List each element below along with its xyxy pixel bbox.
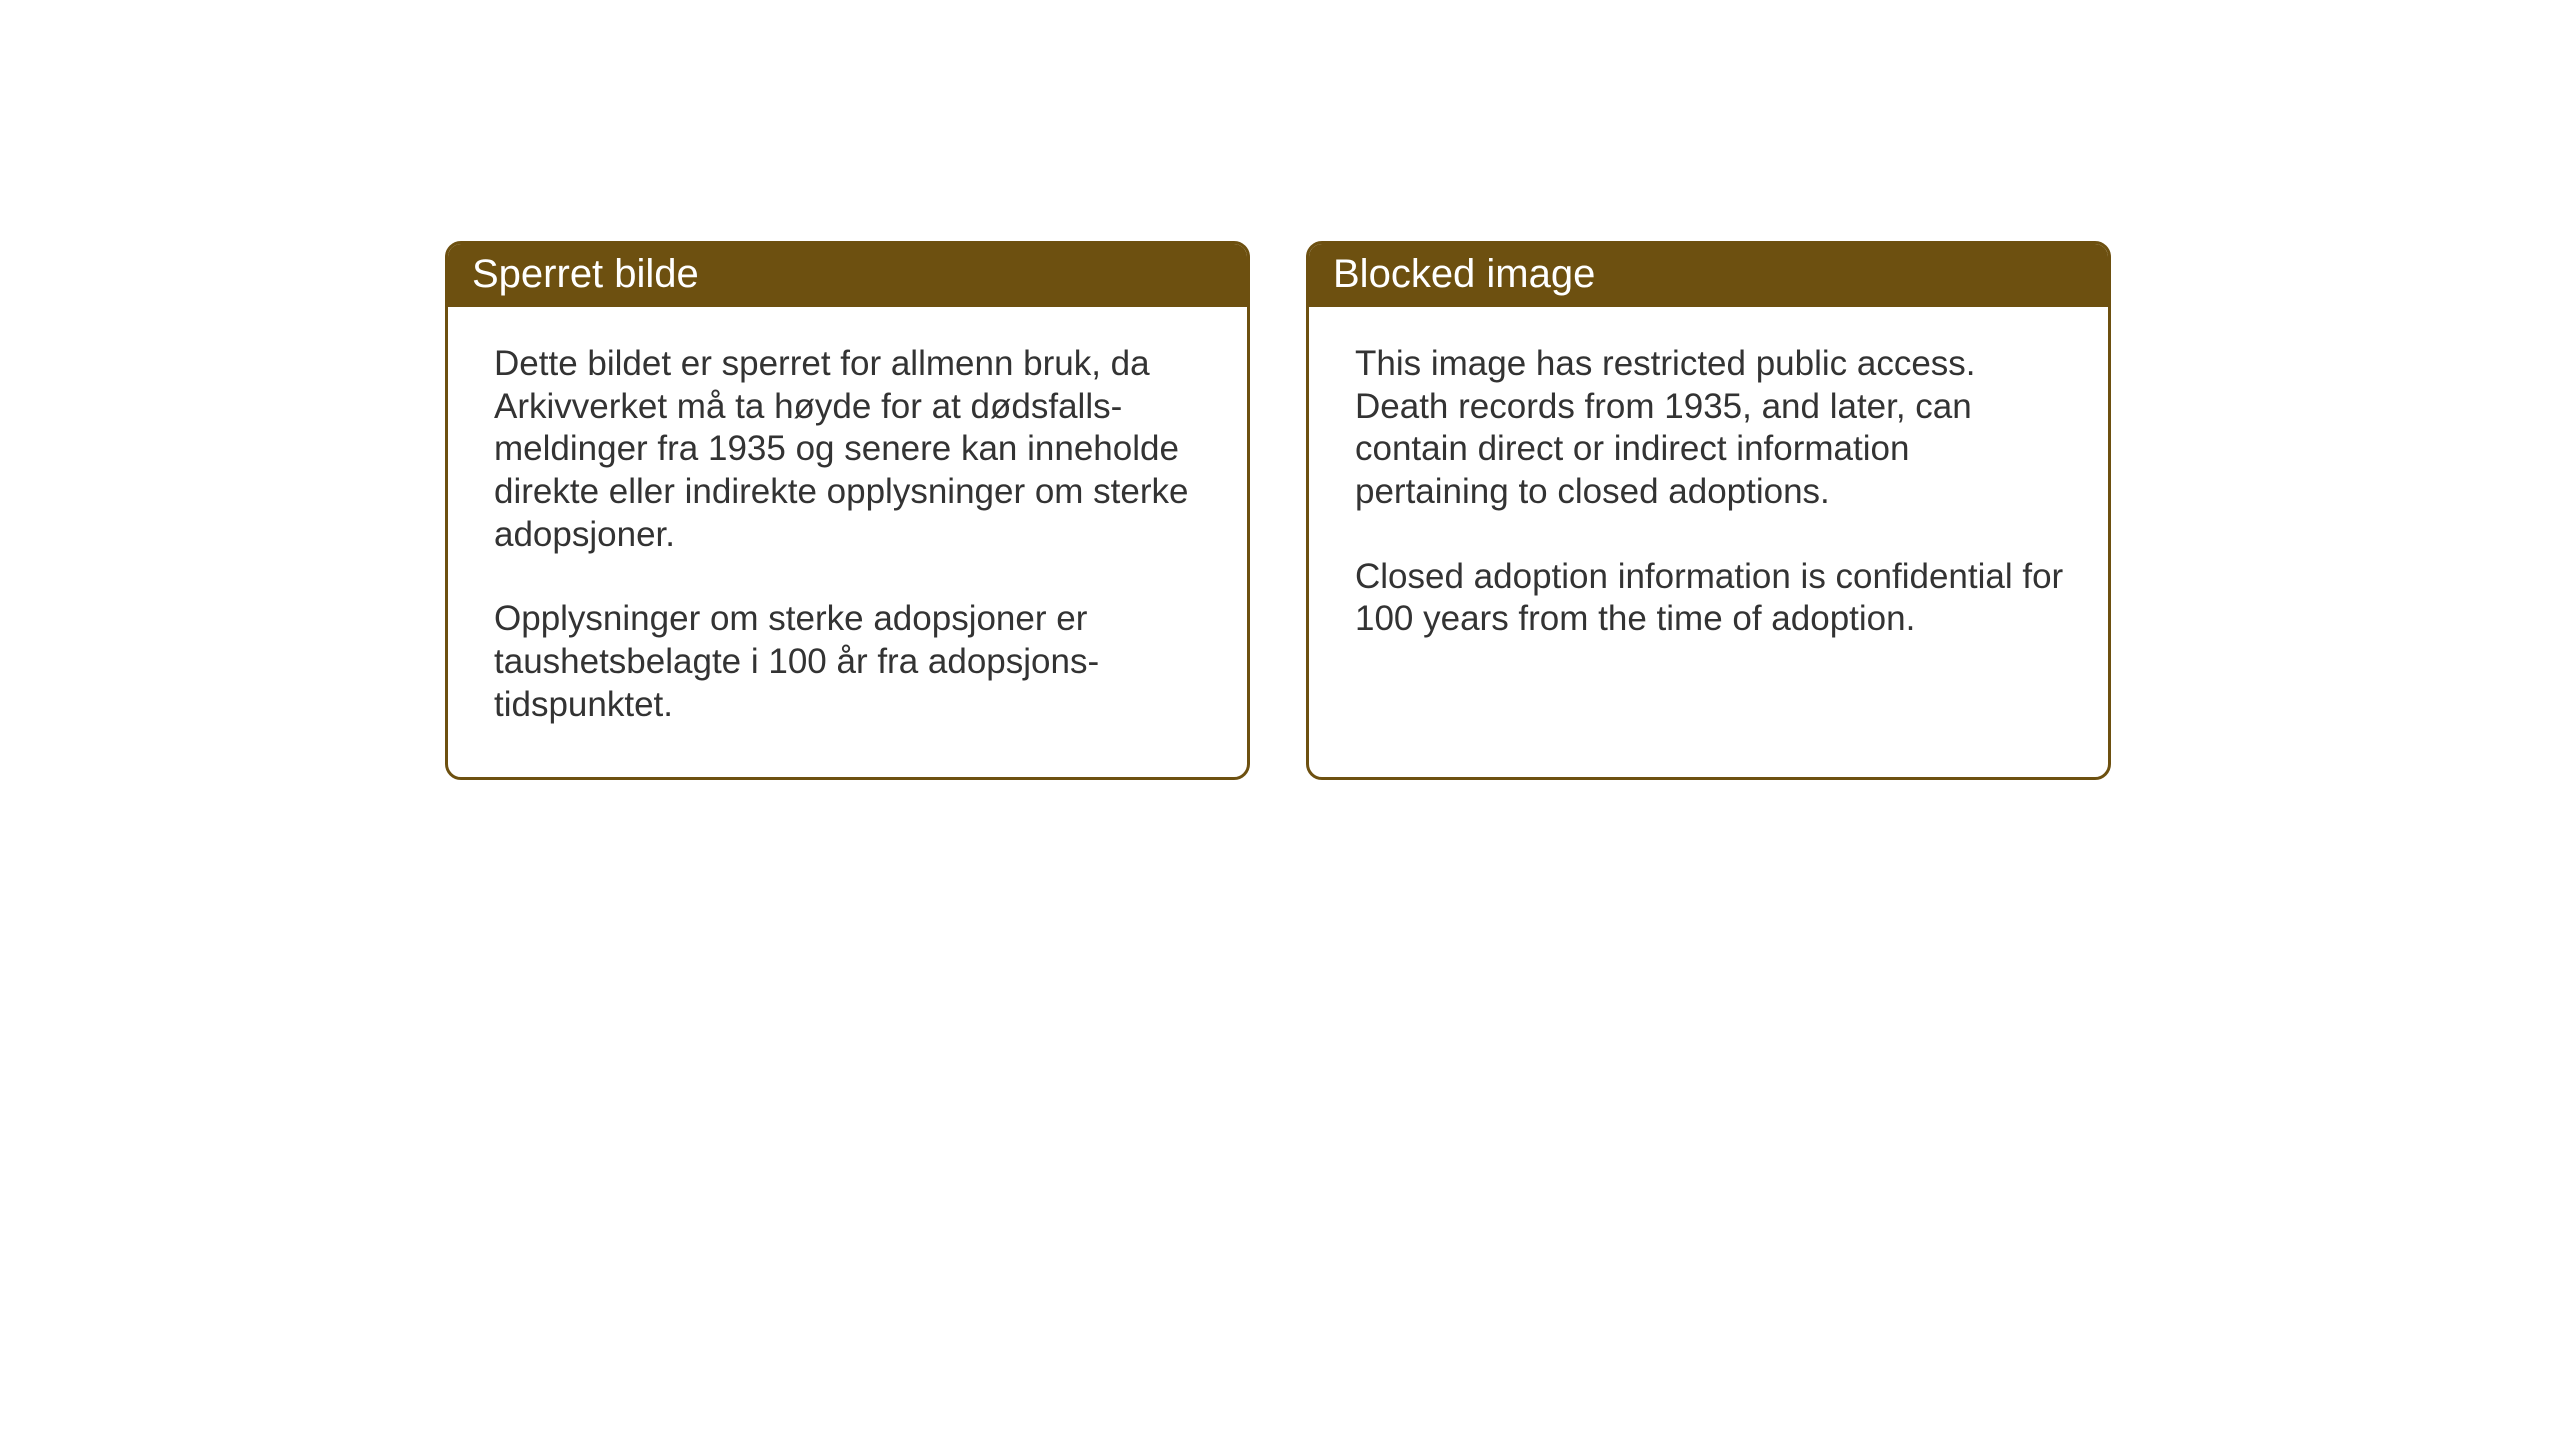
card-paragraph1-english: This image has restricted public access.… xyxy=(1355,343,2068,514)
card-header-norwegian: Sperret bilde xyxy=(448,244,1247,307)
card-header-english: Blocked image xyxy=(1309,244,2108,307)
notice-container: Sperret bilde Dette bildet er sperret fo… xyxy=(0,0,2560,780)
card-paragraph1-norwegian: Dette bildet er sperret for allmenn bruk… xyxy=(494,343,1207,556)
card-body-norwegian: Dette bildet er sperret for allmenn bruk… xyxy=(448,307,1247,777)
notice-card-english: Blocked image This image has restricted … xyxy=(1306,241,2111,780)
notice-card-norwegian: Sperret bilde Dette bildet er sperret fo… xyxy=(445,241,1250,780)
card-title-norwegian: Sperret bilde xyxy=(472,252,1223,297)
card-body-english: This image has restricted public access.… xyxy=(1309,307,2108,691)
card-paragraph2-english: Closed adoption information is confident… xyxy=(1355,556,2068,641)
card-title-english: Blocked image xyxy=(1333,252,2084,297)
card-paragraph2-norwegian: Opplysninger om sterke adopsjoner er tau… xyxy=(494,598,1207,726)
